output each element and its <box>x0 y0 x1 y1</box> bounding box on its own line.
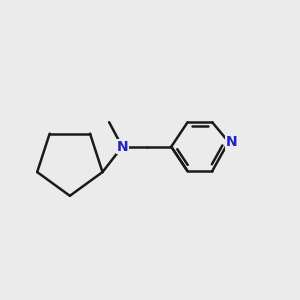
Text: N: N <box>225 135 237 149</box>
Text: N: N <box>116 140 128 154</box>
